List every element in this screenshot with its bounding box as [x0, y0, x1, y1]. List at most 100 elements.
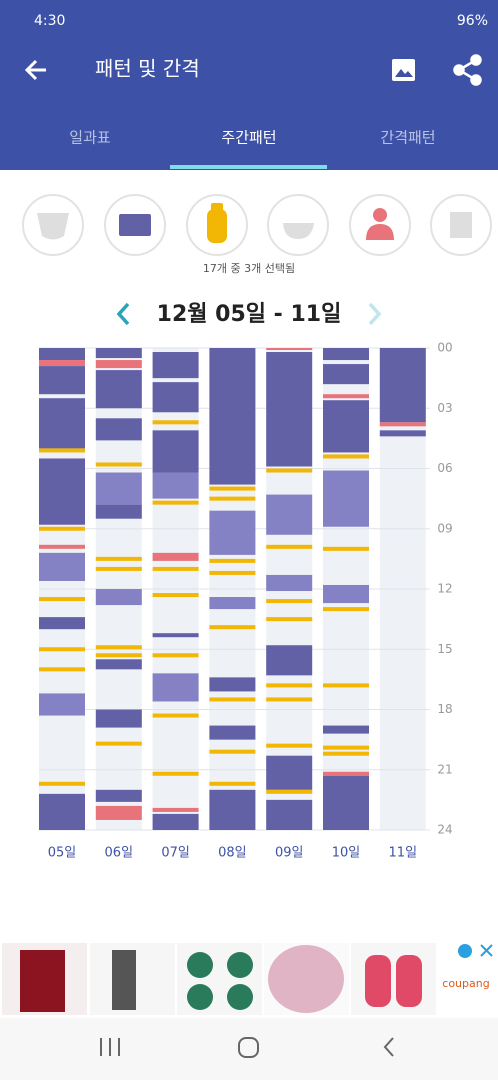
tab[interactable]: 주간패턴	[221, 129, 276, 147]
y-tick-label: 06	[437, 461, 452, 475]
event-block	[39, 793, 85, 830]
ad-image-content	[396, 955, 422, 1007]
event-block	[152, 430, 199, 473]
event-block	[95, 709, 142, 728]
y-tick-label: 18	[437, 702, 452, 716]
nav-back[interactable]	[383, 1037, 394, 1057]
ad-close[interactable]	[480, 944, 493, 957]
ad-brand: coupang	[442, 977, 489, 990]
nav-home[interactable]	[238, 1037, 259, 1058]
share-button[interactable]	[453, 54, 482, 86]
event-block	[95, 589, 142, 606]
event-block	[266, 617, 313, 622]
ad-image-content	[227, 984, 253, 1010]
ad-image-content	[187, 952, 213, 978]
event-block	[266, 755, 313, 790]
event-block	[209, 486, 256, 491]
diaper-icon	[37, 213, 69, 240]
selection-count: 17개 중 3개 선택됨	[203, 262, 295, 275]
event-block	[323, 400, 369, 453]
event-block	[209, 725, 256, 740]
event-block	[323, 546, 369, 551]
event-block	[152, 807, 199, 812]
event-block	[209, 597, 256, 610]
tab[interactable]: 일과표	[69, 129, 111, 147]
event-block	[152, 566, 199, 571]
event-block	[152, 633, 199, 638]
event-block	[95, 348, 142, 359]
event-block	[323, 394, 369, 399]
y-tick-label: 15	[437, 642, 452, 656]
event-block	[323, 584, 369, 604]
back-button[interactable]	[24, 59, 46, 81]
event-block	[152, 771, 199, 776]
event-block	[323, 725, 369, 734]
event-block	[266, 697, 313, 702]
event-block	[152, 593, 199, 598]
event-block	[95, 462, 142, 467]
y-tick-label: 09	[437, 521, 452, 535]
event-block	[323, 470, 369, 527]
bath-icon	[283, 223, 314, 239]
x-tick-label: 06일	[105, 846, 134, 861]
event-block	[152, 713, 199, 718]
event-block	[95, 556, 142, 561]
event-block	[152, 813, 199, 830]
event-block	[323, 454, 369, 459]
x-tick-label: 05일	[48, 846, 77, 861]
app-title: 패턴 및 간격	[95, 57, 200, 81]
event-block	[266, 574, 313, 592]
event-block	[209, 558, 256, 563]
event-block	[152, 420, 199, 425]
event-block	[266, 683, 313, 688]
event-block	[152, 552, 199, 561]
event-block	[379, 348, 426, 423]
x-tick-label: 09일	[275, 846, 304, 861]
gallery-icon	[395, 69, 413, 77]
event-block	[323, 348, 369, 361]
ad-image-content	[112, 950, 136, 1010]
event-block	[39, 597, 85, 602]
event-block	[39, 526, 85, 531]
gallery-button[interactable]	[392, 59, 415, 81]
event-block	[95, 504, 142, 519]
event-block	[152, 653, 199, 658]
app-bar	[0, 0, 498, 170]
event-block	[152, 352, 199, 379]
memo-icon	[450, 212, 472, 238]
y-tick-label: 24	[437, 823, 452, 837]
event-block	[323, 607, 369, 612]
status-battery: 96%	[457, 13, 488, 29]
event-block	[95, 645, 142, 650]
event-block	[39, 667, 85, 672]
x-tick-label: 10일	[332, 846, 361, 861]
x-tick-label: 07일	[161, 846, 190, 861]
tab[interactable]: 간격패턴	[380, 129, 435, 147]
event-block	[209, 749, 256, 754]
ad-info[interactable]	[458, 944, 472, 958]
nav-recent[interactable]	[100, 1038, 120, 1056]
event-block	[95, 370, 142, 409]
ad-image[interactable]	[351, 943, 436, 1015]
status-time: 4:30	[34, 13, 65, 29]
ad-image-content	[20, 950, 65, 1012]
prev-week[interactable]	[116, 302, 130, 326]
event-block	[209, 697, 256, 702]
filter-icons	[22, 194, 492, 256]
event-block	[323, 745, 369, 750]
event-block	[152, 382, 199, 413]
event-block	[209, 510, 256, 555]
event-block	[266, 599, 313, 604]
event-block	[266, 352, 313, 467]
y-tick-label: 21	[437, 762, 452, 776]
event-block	[266, 544, 313, 549]
event-block	[323, 364, 369, 385]
y-tick-label: 12	[437, 582, 452, 596]
next-week[interactable]	[368, 302, 382, 326]
event-block	[39, 544, 85, 549]
event-block	[209, 781, 256, 786]
event-block	[266, 348, 313, 351]
event-block	[39, 448, 85, 453]
event-block	[266, 789, 313, 794]
